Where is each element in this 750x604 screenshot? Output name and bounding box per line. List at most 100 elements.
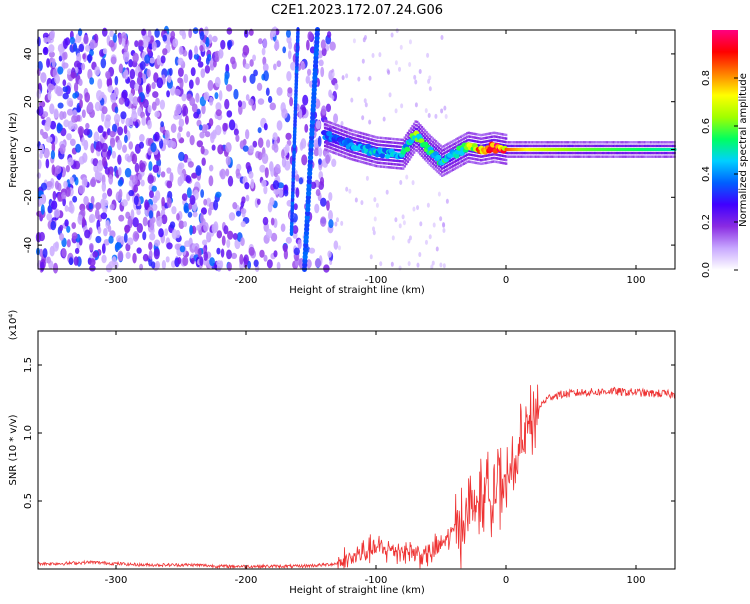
signal-halo-cell [451, 164, 455, 168]
signal-halo-cell [478, 137, 481, 140]
signal-halo-cell [634, 141, 637, 144]
heatmap-cell [408, 235, 412, 241]
signal-halo-cell [414, 120, 417, 123]
signal-halo-cell [412, 147, 416, 151]
heatmap-cell [307, 68, 312, 76]
heatmap-cell [320, 39, 326, 50]
heatmap-cell [248, 28, 254, 36]
signal-halo-cell [561, 155, 564, 158]
signal-halo-cell [411, 142, 414, 146]
heatmap-cell [53, 108, 59, 119]
signal-halo-cell [462, 137, 466, 140]
heatmap-cell [112, 33, 117, 43]
signal-halo-cell [592, 155, 595, 158]
heatmap-cell [187, 211, 193, 218]
signal-halo-cell [522, 155, 525, 158]
heatmap-cell [52, 242, 59, 252]
signal-halo-cell [576, 155, 580, 158]
signal-halo-cell [519, 141, 522, 144]
signal-halo-cell [660, 151, 664, 155]
signal-halo-cell [400, 163, 403, 167]
signal-halo-cell [487, 136, 491, 139]
heatmap-cell [249, 73, 256, 85]
signal-halo-cell [411, 150, 414, 153]
signal-halo-cell [621, 151, 625, 155]
signal-halo-cell [475, 154, 478, 158]
signal-halo-cell [441, 156, 444, 160]
heatmap-cell [51, 58, 56, 68]
signal-halo-cell [503, 158, 506, 161]
heatmap-cell [122, 71, 127, 79]
signal-halo-cell [461, 134, 464, 138]
signal-halo-cell [481, 137, 484, 140]
signal-halo-cell [598, 141, 601, 144]
heatmap-cell [256, 82, 263, 91]
signal-halo-cell [370, 156, 374, 159]
signal-halo-cell [572, 155, 575, 158]
heatmap-cell [430, 264, 434, 270]
signal-halo-cell [367, 155, 371, 158]
signal-halo-cell [584, 141, 587, 144]
signal-halo-cell [607, 155, 611, 158]
signal-halo-cell [570, 141, 573, 144]
heatmap-cell [215, 109, 222, 117]
heatmap-cell [427, 78, 431, 84]
signal-halo-cell [657, 144, 661, 148]
signal-halo-cell [386, 144, 389, 147]
signal-halo-cell [484, 140, 488, 143]
heatmap-cell [132, 96, 139, 107]
signal-halo-cell [484, 133, 488, 136]
signal-halo-cell [565, 151, 569, 155]
heatmap-cell [208, 118, 214, 127]
signal-halo-cell [595, 151, 598, 155]
heatmap-cell [272, 180, 280, 190]
snr-x-tick-label: -200 [235, 575, 258, 586]
heatmap-cell [439, 262, 443, 268]
signal-halo-cell [442, 152, 445, 155]
heatmap-cell [85, 122, 90, 129]
signal-halo-cell [584, 144, 587, 148]
heatmap-cell [178, 118, 185, 128]
signal-halo-cell [473, 139, 477, 143]
heatmap-cell [47, 90, 52, 101]
signal-halo-cell [645, 141, 648, 144]
heatmap-cell [178, 162, 185, 170]
heatmap-cell [273, 63, 277, 71]
signal-halo-cell [670, 144, 673, 148]
signal-halo-cell [347, 128, 350, 131]
heatmap-cell [75, 143, 82, 153]
signal-halo-cell [378, 161, 381, 165]
heatmap-cell [203, 251, 208, 262]
heatmap-cell [126, 155, 132, 163]
signal-halo-cell [355, 130, 358, 134]
signal-halo-cell [353, 140, 357, 144]
signal-halo-cell [659, 151, 662, 155]
heatmap-cell [382, 116, 386, 122]
heatmap-cell [154, 239, 161, 247]
signal-halo-cell [558, 155, 561, 158]
heatmap-cell [407, 261, 411, 267]
signal-halo-cell [645, 144, 648, 148]
signal-halo-cell [377, 157, 380, 161]
heatmap-cell [200, 207, 207, 215]
heatmap-cell [74, 66, 79, 74]
heatmap-cell [357, 76, 361, 82]
signal-halo-cell [664, 151, 667, 155]
signal-halo-cell [394, 138, 397, 141]
heatmap-cell [109, 30, 114, 38]
heatmap-cell [72, 123, 78, 131]
signal-halo-cell [498, 157, 502, 161]
signal-halo-cell [377, 161, 380, 164]
signal-halo-cell [490, 139, 494, 142]
heatmap-cell [405, 174, 409, 180]
signal-halo-cell [503, 144, 506, 147]
signal-halo-cell [416, 149, 419, 152]
signal-halo-cell [659, 141, 662, 144]
heatmap-cell [272, 132, 278, 141]
signal-halo-cell [398, 149, 402, 152]
signal-halo-cell [628, 144, 631, 148]
signal-halo-cell [397, 149, 400, 152]
heatmap-cell [200, 145, 205, 155]
signal-halo-cell [586, 151, 589, 155]
heatmap-cell [64, 205, 69, 212]
